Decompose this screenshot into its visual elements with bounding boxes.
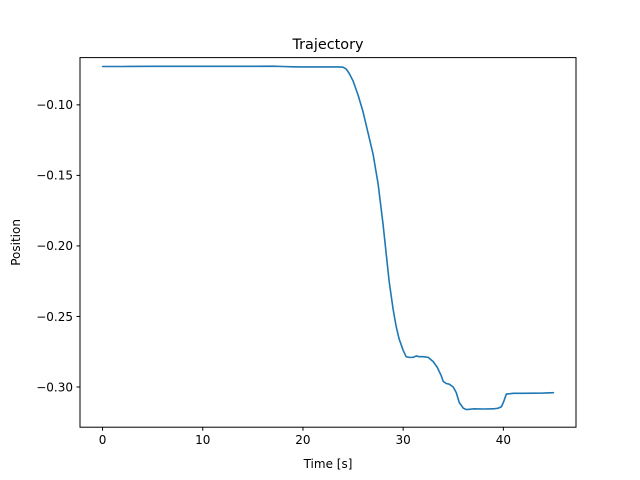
y-tick-label: −0.20 — [36, 239, 73, 253]
trajectory-series-line — [101, 65, 555, 411]
y-tick-label: −0.25 — [36, 310, 73, 324]
y-tick-label: −0.30 — [36, 380, 73, 394]
plot-area — [80, 57, 576, 428]
x-tick-label: 40 — [496, 433, 511, 447]
x-tick-label: 30 — [396, 433, 411, 447]
x-tick-label: 20 — [295, 433, 310, 447]
y-axis-label: Position — [9, 219, 23, 266]
y-tick-label: −0.10 — [36, 98, 73, 112]
x-tick-label: 10 — [195, 433, 210, 447]
x-tick-label: 0 — [99, 433, 107, 447]
y-axis-ticks: −0.10 −0.15 −0.20 −0.25 −0.30 — [36, 98, 80, 394]
series-layer — [101, 65, 555, 411]
y-tick-label: −0.15 — [36, 169, 73, 183]
axes-frame — [79, 57, 577, 428]
x-axis-label: Time [s] — [303, 457, 353, 471]
x-axis-ticks: 0 10 20 30 40 — [99, 427, 511, 447]
chart-title: Trajectory — [291, 37, 364, 53]
